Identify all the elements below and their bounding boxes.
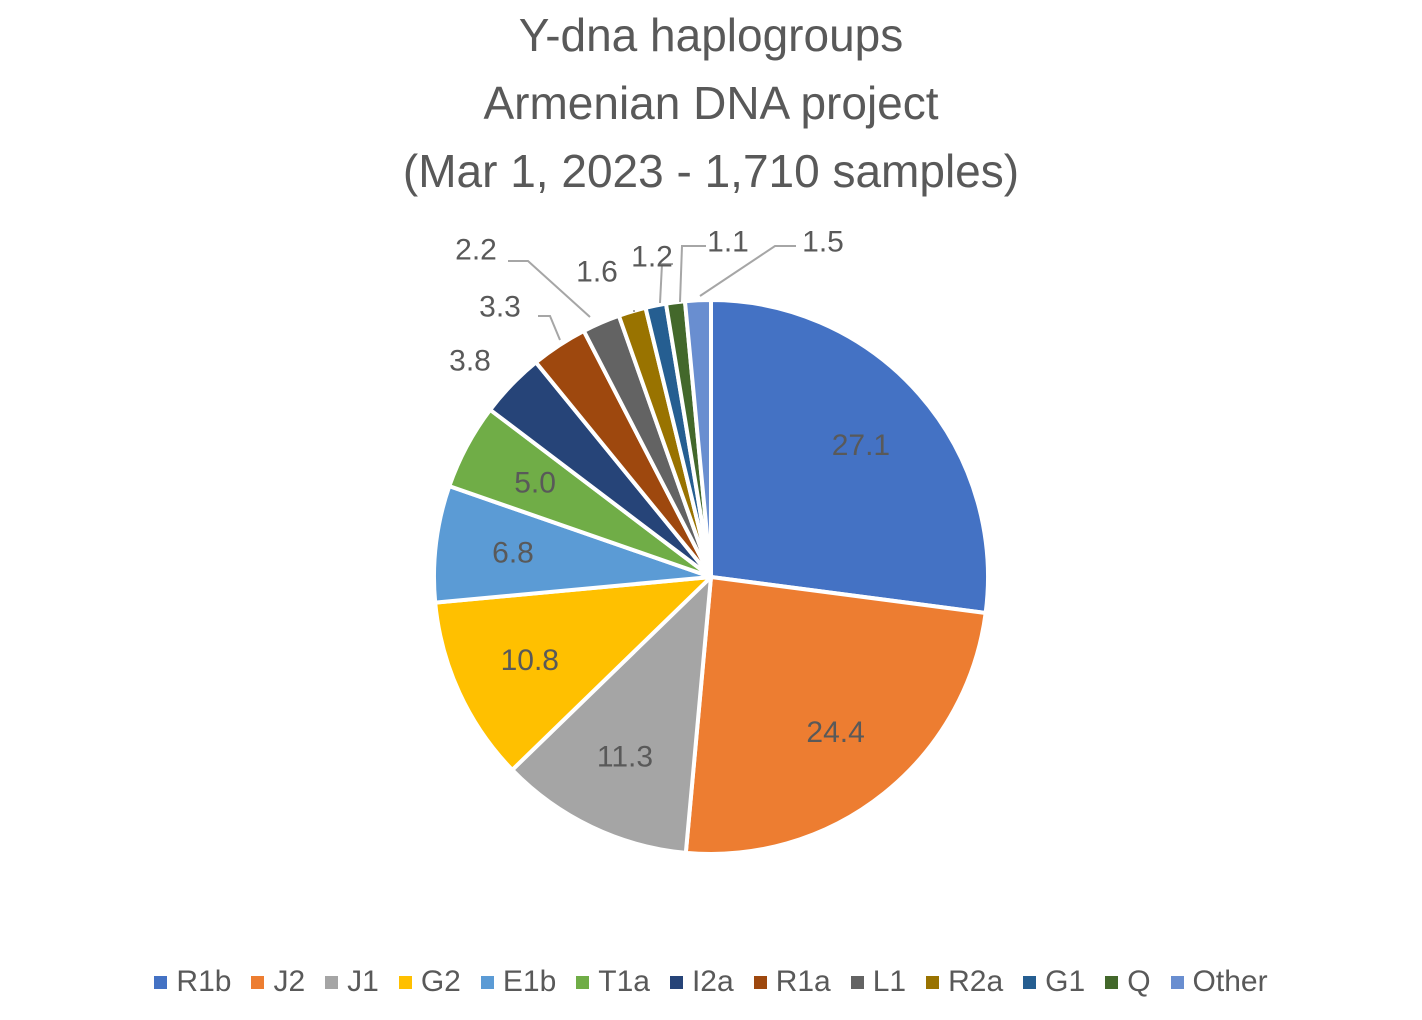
- legend-item-j2: J2: [251, 967, 305, 997]
- data-label-e1b: 6.8: [492, 537, 534, 570]
- leader-line-q: [679, 245, 706, 303]
- legend-label: G2: [420, 965, 461, 998]
- legend-swatch: [398, 975, 412, 989]
- legend-swatch: [1023, 975, 1037, 989]
- legend-item-r1a: R1a: [753, 965, 831, 998]
- legend-label: T1a: [598, 965, 650, 998]
- legend-label: R1b: [176, 965, 232, 998]
- legend-label: Other: [1192, 965, 1268, 998]
- pie-slice-j1: [510, 575, 713, 855]
- legend-swatch: [669, 975, 683, 989]
- legend-swatch: [753, 975, 767, 989]
- legend-swatch: [1105, 975, 1119, 989]
- chart-title-line-3: (Mar 1, 2023 - 1,710 samples): [402, 145, 1020, 197]
- legend-item-l1: L1: [850, 965, 907, 998]
- data-label-g1: 1.2: [631, 241, 673, 274]
- legend-swatch: [251, 975, 265, 989]
- pie-slice-g2: [433, 575, 713, 772]
- legend-item-j1: J1: [325, 967, 379, 997]
- legend-label: Q: [1127, 965, 1151, 998]
- legend-item-t1a: T1a: [576, 967, 650, 997]
- legend-swatch: [926, 975, 940, 989]
- pie-slice-r1b: [709, 298, 990, 615]
- legend-item-other: Other: [1170, 965, 1268, 998]
- legend-label: I2a: [691, 965, 734, 998]
- leader-line-l1: [508, 260, 591, 318]
- legend-label: J1: [347, 965, 379, 998]
- data-label-j2: 24.4: [806, 716, 864, 749]
- data-label-r2a: 1.6: [576, 256, 618, 289]
- legend-item-i2a: I2a: [669, 965, 734, 998]
- legend-swatch: [850, 975, 864, 989]
- legend-item-g2: G2: [398, 965, 461, 998]
- leader-line-r1a: [538, 315, 561, 341]
- legend-item-r2a: R2a: [926, 967, 1003, 997]
- legend-label: R2a: [948, 965, 1004, 998]
- data-label-other: 1.5: [802, 226, 844, 259]
- data-label-g2: 10.8: [501, 644, 559, 677]
- pie-slice-other: [682, 298, 713, 579]
- pie-slice-j2: [683, 575, 988, 856]
- legend-item-e1b: E1b: [480, 965, 557, 998]
- data-label-l1: 2.2: [455, 234, 497, 267]
- legend-label: L1: [872, 965, 907, 998]
- data-label-j1: 11.3: [597, 741, 653, 774]
- legend-label: E1b: [502, 965, 557, 998]
- legend-swatch: [325, 975, 339, 989]
- data-label-r1b: 27.1: [832, 429, 890, 462]
- chart-legend: R1b J2 J1 G2 E1b T1a I2a R1a L1 R2a G1 Q Other: [0, 962, 1422, 1002]
- legend-item-g1: G1: [1023, 967, 1085, 997]
- legend-label: R1a: [775, 965, 831, 998]
- leader-line-other: [699, 245, 796, 297]
- data-label-t1a: 5.0: [514, 466, 556, 499]
- legend-swatch: [1170, 975, 1184, 989]
- legend-label: G1: [1045, 965, 1086, 998]
- legend-swatch: [576, 975, 590, 989]
- data-label-r1a: 3.3: [479, 291, 521, 324]
- data-label-i2a: 3.8: [449, 345, 491, 378]
- legend-item-q: Q: [1105, 965, 1151, 998]
- legend-swatch: [154, 975, 168, 989]
- legend-label: J2: [273, 965, 306, 998]
- chart-title-line-1: Y-dna haplogroups: [518, 9, 904, 61]
- chart-title-line-2: Armenian DNA project: [483, 77, 939, 129]
- leader-line-g1: [659, 263, 673, 304]
- data-label-q: 1.1: [707, 226, 749, 259]
- legend-item-r1b: R1b: [154, 967, 231, 997]
- legend-swatch: [480, 975, 494, 989]
- pie-slice-e1b: [432, 484, 713, 605]
